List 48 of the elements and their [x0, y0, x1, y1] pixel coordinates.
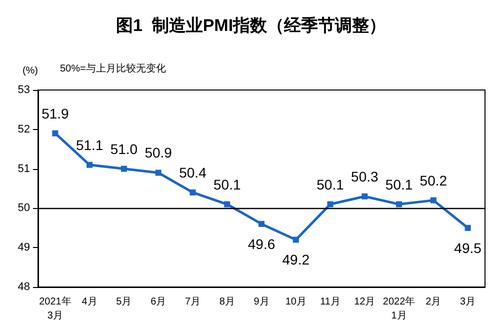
- y-tick-label: 50: [18, 202, 30, 214]
- x-tick-label: 4月: [82, 296, 98, 308]
- y-tick-label: 52: [18, 123, 30, 136]
- data-label: 50.3: [351, 168, 378, 184]
- point: [464, 224, 471, 231]
- chart-title: 图1 制造业PMI指数（经季节调整）: [116, 16, 386, 35]
- data-label: 49.5: [454, 240, 482, 256]
- y-tick-label: 48: [18, 281, 30, 293]
- x-tick-label: 2月: [426, 296, 442, 308]
- point: [190, 189, 196, 196]
- y-tick-label: 51: [18, 162, 30, 175]
- text: 50%=与上月比较无变化: [60, 62, 166, 74]
- x-tick-label: 11月: [320, 296, 340, 308]
- y-tick-label: 49: [18, 242, 30, 254]
- x-tick-label: 9月: [254, 296, 270, 308]
- point: [396, 201, 402, 208]
- data-label: 51.1: [76, 136, 104, 153]
- x-tick-label: 2021年 3月: [39, 296, 72, 322]
- data-label: 49.6: [248, 236, 276, 252]
- x-tick-label: 6月: [150, 296, 166, 308]
- point: [327, 201, 334, 208]
- data-label: 50.1: [316, 176, 344, 192]
- data-label: 51.9: [42, 105, 70, 122]
- point: [155, 170, 162, 176]
- point: [292, 236, 299, 243]
- x-tick-label: 5月: [116, 296, 132, 308]
- data-label: 50.4: [179, 164, 207, 180]
- x-tick-label: 10月: [285, 296, 306, 308]
- data-label: 50.2: [420, 172, 448, 188]
- data-label: 51.0: [110, 140, 138, 157]
- data-label: 49.2: [282, 252, 310, 268]
- data-label: 50.1: [385, 176, 413, 192]
- x-tick-label: 2022年 1月: [382, 296, 416, 322]
- point: [362, 193, 368, 200]
- point: [120, 166, 127, 172]
- y-axis-title: (%): [22, 66, 38, 76]
- y-tick-label: 53: [18, 84, 30, 96]
- point: [224, 201, 230, 208]
- point: [52, 130, 58, 136]
- x-tick-label: 12月: [354, 296, 376, 308]
- point: [86, 162, 93, 168]
- point: [258, 220, 264, 227]
- x-tick-label: 8月: [219, 296, 235, 308]
- point: [430, 197, 436, 204]
- x-tick-label: 7月: [184, 296, 201, 308]
- x-tick-label: 3月: [460, 296, 476, 308]
- data-label: 50.9: [144, 144, 172, 161]
- data-label: 50.1: [213, 176, 241, 192]
